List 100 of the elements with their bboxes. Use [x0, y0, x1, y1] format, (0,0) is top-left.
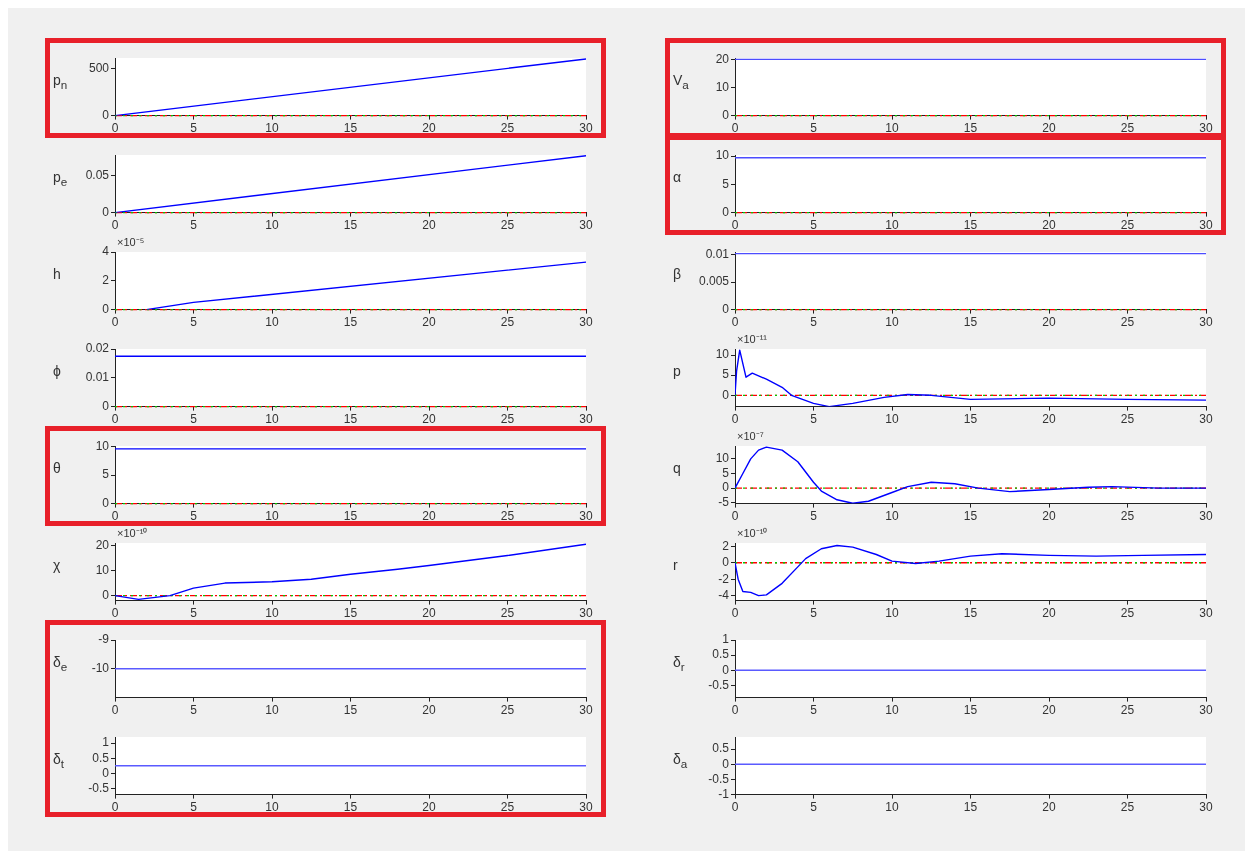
y-tick-label: 5 — [722, 176, 730, 191]
x-tick-label: 5 — [190, 315, 198, 330]
y-tick-label: 0 — [722, 107, 730, 122]
y-tick-label: 10 — [715, 148, 730, 163]
y-tick-label: 500 — [88, 60, 110, 75]
x-tick-label: 25 — [1120, 412, 1135, 427]
y-axis-title: V$_{a}$ — [673, 72, 689, 91]
x-tick-label: 5 — [810, 800, 818, 815]
y-tick-label: 5 — [722, 367, 730, 382]
x-tick-label: 25 — [1120, 509, 1135, 524]
y-tick-label: -0.5 — [88, 780, 110, 795]
y-tick-label: 0.5 — [712, 647, 730, 662]
x-tick-label: 5 — [810, 218, 818, 233]
x-tick-label: 20 — [1042, 218, 1056, 233]
x-tick-label: 25 — [500, 121, 515, 136]
x-tick-label: 5 — [190, 509, 198, 524]
y-tick-label: 0.5 — [92, 750, 110, 765]
x-tick-label: 30 — [579, 412, 593, 427]
y-tick-label: 0 — [722, 662, 730, 677]
y-tick-label: 0 — [722, 555, 730, 570]
x-tick-label: 10 — [265, 800, 279, 815]
y-tick-label: 0 — [102, 587, 110, 602]
y-tick-label: 2 — [722, 538, 730, 553]
y-tick-label: -0.5 — [708, 677, 730, 692]
y-tick-label: -1 — [718, 786, 730, 801]
y-tick-label: 0 — [102, 204, 110, 219]
y-tick-label: 0 — [722, 756, 730, 771]
x-tick-label: 20 — [422, 121, 436, 136]
x-tick-label: 15 — [343, 121, 358, 136]
x-tick-label: 20 — [422, 509, 436, 524]
x-tick-label: 20 — [1042, 703, 1056, 718]
y-axis-title: χ — [53, 557, 61, 573]
y-tick-label: 10 — [95, 438, 110, 453]
x-tick-label: 25 — [1120, 606, 1135, 621]
y-axis-title: r — [673, 557, 678, 573]
y-axis-title: h — [53, 266, 61, 282]
x-tick-label: 25 — [500, 412, 515, 427]
x-tick-label: 20 — [422, 412, 436, 427]
text: ×10⁻¹¹ — [737, 332, 767, 346]
x-tick-label: 15 — [963, 412, 978, 427]
x-tick-label: 20 — [1042, 412, 1056, 427]
text: ×10⁻¹⁰ — [117, 526, 148, 540]
y-axis-title: p$_{e}$ — [53, 169, 68, 188]
x-tick-label: 15 — [343, 509, 358, 524]
y-tick-label: 0.005 — [698, 274, 730, 289]
x-tick-label: 15 — [963, 800, 978, 815]
y-axis-title: ϕ — [53, 363, 61, 379]
x-tick-label: 10 — [885, 606, 899, 621]
x-tick-label: 15 — [343, 218, 358, 233]
x-tick-label: 15 — [963, 703, 978, 718]
x-tick-label: 5 — [190, 703, 198, 718]
y-tick-label: 0.5 — [712, 741, 730, 756]
x-tick-label: 30 — [579, 315, 593, 330]
y-tick-label: 0 — [722, 301, 730, 316]
x-tick-label: 30 — [579, 606, 593, 621]
y-tick-label: -4 — [718, 587, 730, 602]
x-tick-label: 5 — [810, 121, 818, 136]
x-tick-label: 20 — [1042, 606, 1056, 621]
x-tick-label: 10 — [885, 412, 899, 427]
y-tick-label: 2 — [102, 273, 110, 288]
x-tick-label: 10 — [265, 606, 279, 621]
y-tick-label: 1 — [722, 632, 730, 647]
x-tick-label: 20 — [1042, 800, 1056, 815]
x-tick-label: 25 — [1120, 315, 1135, 330]
x-tick-label: 15 — [963, 218, 978, 233]
x-tick-label: 20 — [422, 218, 436, 233]
x-tick-label: 10 — [885, 509, 899, 524]
x-tick-label: 25 — [1120, 703, 1135, 718]
x-tick-label: 15 — [963, 509, 978, 524]
x-tick-label: 5 — [190, 121, 198, 136]
x-tick-label: 25 — [500, 315, 515, 330]
x-tick-label: 10 — [265, 315, 279, 330]
y-axis-title: δ$_{e}$ — [53, 654, 68, 673]
x-tick-label: 15 — [343, 800, 358, 815]
y-tick-label: 0 — [722, 480, 730, 495]
x-tick-label: 25 — [1120, 218, 1135, 233]
y-axis-title: β — [673, 266, 682, 282]
x-tick-label: 20 — [1042, 315, 1056, 330]
y-tick-label: 10 — [715, 79, 730, 94]
y-tick-label: -5 — [718, 495, 730, 510]
y-tick-label: 10 — [95, 562, 110, 577]
y-tick-label: 20 — [95, 537, 110, 552]
y-tick-label: -9 — [98, 632, 110, 647]
y-tick-label: 0 — [102, 107, 110, 122]
x-tick-label: 10 — [885, 703, 899, 718]
x-tick-label: 25 — [500, 703, 515, 718]
x-tick-label: 30 — [1199, 606, 1213, 621]
x-tick-label: 10 — [265, 703, 279, 718]
x-tick-label: 25 — [500, 606, 515, 621]
text: ×10⁻⁵ — [117, 235, 145, 249]
x-tick-label: 30 — [1199, 800, 1213, 815]
x-tick-label: 5 — [810, 315, 818, 330]
y-tick-label: 0 — [102, 495, 110, 510]
x-tick-label: 10 — [885, 218, 899, 233]
x-tick-label: 5 — [810, 606, 818, 621]
x-tick-label: 15 — [343, 606, 358, 621]
x-tick-label: 20 — [1042, 121, 1056, 136]
x-tick-label: 30 — [1199, 412, 1213, 427]
x-tick-label: 10 — [885, 315, 899, 330]
y-axis-title: p$_{n}$ — [53, 72, 68, 91]
